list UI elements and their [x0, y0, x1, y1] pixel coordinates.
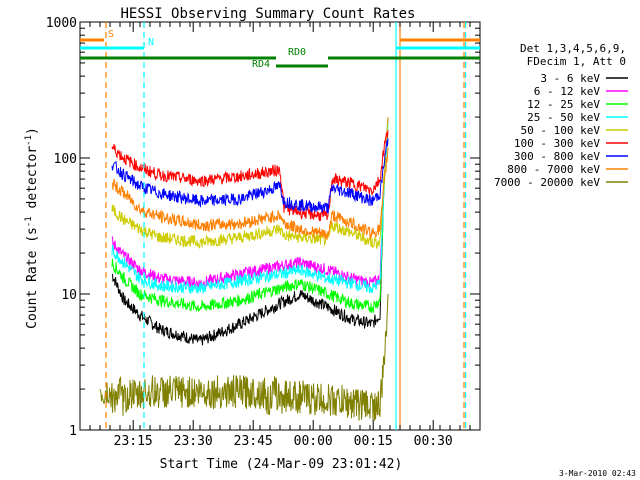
- series-line-25-50-kev: [111, 123, 389, 295]
- y-axis-label-end: ): [25, 127, 40, 135]
- x-tick-label-00-00: 00:00: [294, 434, 333, 449]
- axes-layer: 1 10 100 1000 23:15 23:30 23:45 00:00 00:15 00:30: [46, 16, 481, 449]
- legend: Det 1,3,4,5,6,9,FDecim 1, Att 0 3 - 6 keV…: [494, 42, 628, 189]
- flag-label-n: N: [148, 37, 154, 48]
- series-line-100-300-kev: [111, 130, 389, 222]
- series-line-12-25-kev: [111, 123, 389, 314]
- y-axis-label-mid: detector: [25, 146, 40, 217]
- legend-label-300-800-kev: 300 - 800 keV: [514, 150, 600, 163]
- x-axis-label: Start Time (24-Mar-09 23:01:42): [160, 457, 403, 472]
- x-tick-label-23-15: 23:15: [114, 434, 153, 449]
- y-tick-label-1: 1: [69, 424, 77, 439]
- y-tick-label-100: 100: [54, 152, 77, 167]
- y-axis-label: Count Rate (s-1 detector-1): [24, 127, 40, 329]
- series-line-800-7000-kev: [111, 147, 389, 241]
- y-axis-label-sup2: -1: [24, 135, 34, 146]
- footer-timestamp: 3-Mar-2010 02:43: [559, 469, 636, 478]
- marker-layer: S N RD0 RD4: [80, 22, 480, 430]
- legend-header-1: FDecim 1, Att 0: [527, 55, 626, 68]
- flag-label-s: S: [108, 29, 114, 40]
- series-line-300-800-kev: [111, 138, 389, 214]
- y-tick-label-10: 10: [61, 288, 77, 303]
- series-line-50-100-kev: [111, 117, 389, 250]
- legend-label-7000-20000-kev: 7000 - 20000 keV: [494, 176, 600, 189]
- legend-label-12-25-kev: 12 - 25 keV: [527, 98, 600, 111]
- chart-title: HESSI Observing Summary Count Rates: [120, 6, 415, 22]
- legend-label-50-100-kev: 50 - 100 keV: [521, 124, 601, 137]
- legend-label-800-7000-kev: 800 - 7000 keV: [507, 163, 600, 176]
- x-tick-label-23-30: 23:30: [174, 434, 213, 449]
- y-axis-label-main: Count Rate (s: [25, 227, 40, 329]
- x-tick-label-00-30: 00:30: [414, 434, 453, 449]
- plot-area: [79, 21, 481, 431]
- series-line-3-6-kev: [111, 117, 389, 346]
- legend-label-25-50-kev: 25 - 50 keV: [527, 111, 600, 124]
- y-axis-label-sup: -1: [24, 216, 34, 227]
- legend-label-100-300-kev: 100 - 300 keV: [514, 137, 600, 150]
- y-tick-label-1000: 1000: [46, 16, 77, 31]
- series-layer: [99, 117, 389, 421]
- legend-label-6-12-kev: 6 - 12 keV: [534, 85, 601, 98]
- x-tick-label-00-15: 00:15: [354, 434, 393, 449]
- flag-label-rd0: RD0: [288, 47, 306, 58]
- plot-frame: [79, 21, 481, 431]
- flag-label-rd4: RD4: [252, 59, 270, 70]
- legend-header-0: Det 1,3,4,5,6,9,: [520, 42, 626, 55]
- series-line-7000-20000-kev: [99, 293, 389, 421]
- series-line-6-12-kev: [111, 117, 389, 290]
- legend-label-3-6-kev: 3 - 6 keV: [540, 72, 600, 85]
- x-tick-label-23-45: 23:45: [234, 434, 273, 449]
